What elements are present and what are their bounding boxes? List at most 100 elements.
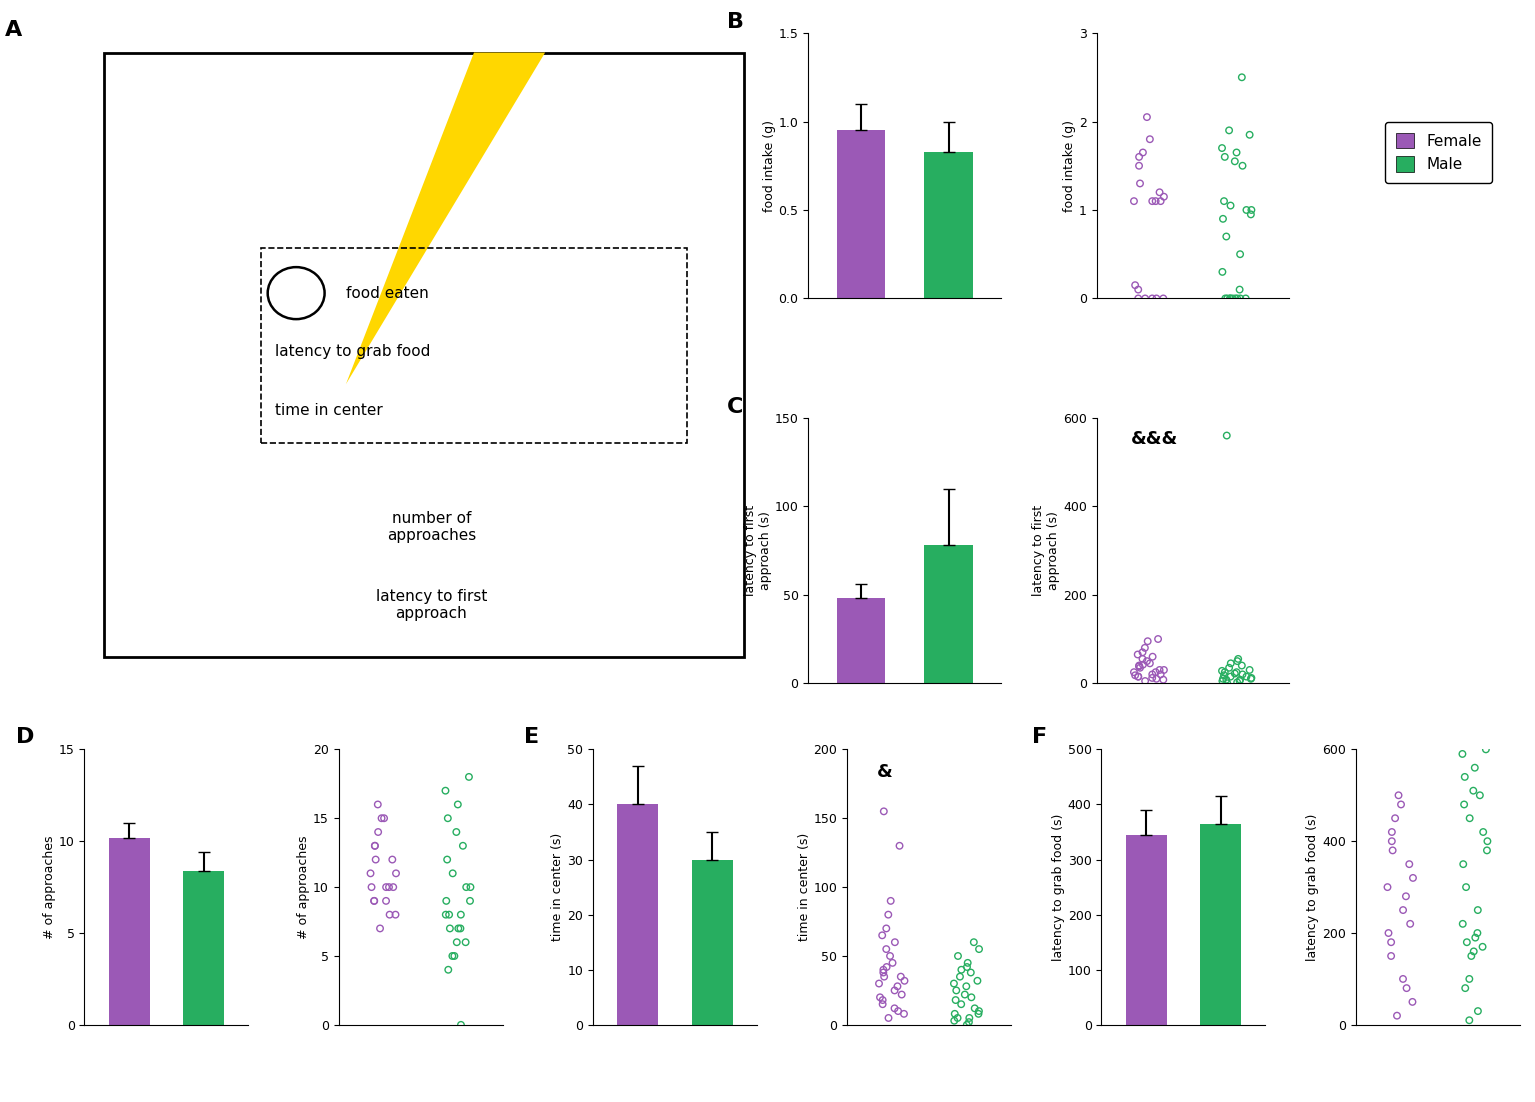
Point [873,940,898,958]
Point [1239,206,1263,224]
Point [886,1003,910,1020]
Point [370,809,394,826]
Point [870,963,895,981]
Point [1461,782,1486,800]
Point [1391,970,1415,987]
Point [1136,633,1160,650]
Point [1210,662,1234,680]
Point [1378,933,1403,951]
Point [942,1012,967,1029]
Point [1148,193,1173,210]
Point [942,1005,967,1023]
Point [1133,672,1157,690]
Point [872,968,896,985]
Point [1217,121,1242,139]
Point [1461,942,1486,960]
Point [1127,281,1151,299]
Point [1145,630,1170,648]
Point [1222,152,1246,170]
Point [1234,668,1259,685]
Text: D: D [15,727,34,747]
Point [1230,68,1254,86]
Point [1127,668,1151,685]
Point [1475,832,1500,850]
Point [955,954,979,972]
Point [1214,671,1239,689]
Point [870,927,895,944]
Point [1130,650,1154,668]
Text: food eaten: food eaten [345,285,428,301]
Point [1386,787,1411,804]
Point [1463,759,1487,777]
Point [1128,174,1153,192]
Point [958,963,982,981]
Point [1385,1007,1409,1025]
Bar [837,130,886,299]
Point [437,919,462,937]
Point [1219,197,1243,215]
Point [889,986,913,1003]
Point [1133,639,1157,657]
Point [1219,668,1243,685]
Point [1144,290,1168,307]
Point [442,948,467,965]
Y-axis label: time in center (s): time in center (s) [798,833,810,941]
Point [873,919,898,937]
Point [1239,670,1263,688]
Circle shape [267,267,324,320]
Point [955,977,979,995]
Point [1471,938,1495,955]
Point [1124,277,1148,294]
Point [445,933,470,951]
Bar [183,871,224,1025]
Point [1134,108,1159,126]
Point [358,864,382,882]
Point [1228,290,1253,307]
Point [944,982,969,1000]
Point [1471,823,1495,841]
Point [1122,663,1147,681]
Point [876,1009,901,1027]
Y-axis label: food intake (g): food intake (g) [763,120,775,212]
Point [1474,741,1498,758]
Point [1230,666,1254,683]
Point [447,919,471,937]
Point [436,809,460,826]
Point [1211,670,1236,688]
Point [953,986,978,1003]
Point [878,948,903,965]
Point [437,906,462,923]
Point [362,838,387,855]
Point [889,968,913,985]
Point [362,893,387,910]
Point [1213,148,1237,165]
Point [947,968,972,985]
Point [1141,648,1165,666]
Y-axis label: # of approaches: # of approaches [298,835,310,939]
Point [365,796,390,813]
Point [1125,646,1150,663]
Point [1451,855,1475,873]
Point [362,893,387,910]
Point [1217,290,1242,307]
Y-axis label: food intake (g): food intake (g) [1064,120,1076,212]
Point [1230,657,1254,674]
Text: number of
approaches: number of approaches [387,511,476,543]
Point [1141,666,1165,683]
Point [1451,915,1475,932]
Point [1151,188,1176,206]
Bar [1200,824,1242,1025]
Point [876,906,901,923]
Point [1225,652,1249,670]
Point [1230,156,1254,174]
Point [967,940,992,958]
Point [1130,644,1154,661]
Point [1451,745,1475,763]
Legend: Female, Male: Female, Male [1385,122,1492,183]
Point [1400,993,1424,1011]
Y-axis label: latency to first
approach (s): latency to first approach (s) [744,505,772,596]
Point [1380,842,1405,860]
Point [441,864,465,882]
Point [1228,671,1253,689]
Point [1148,666,1173,683]
